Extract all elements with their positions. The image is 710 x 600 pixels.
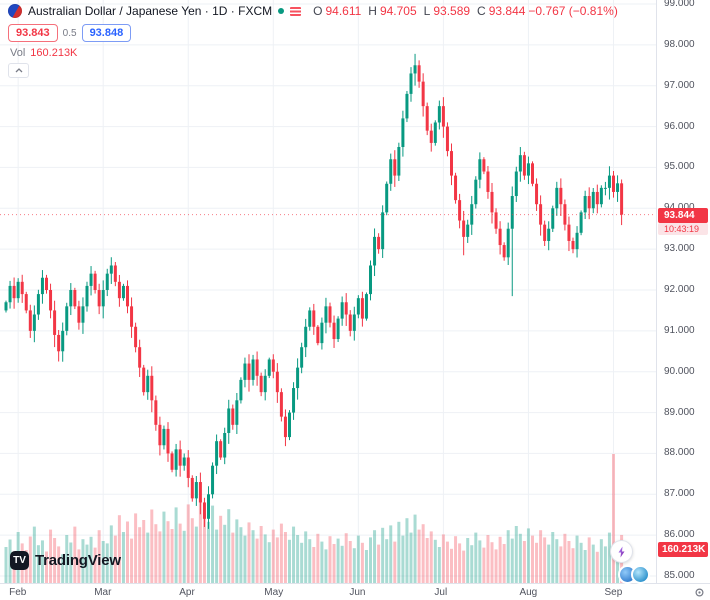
reactions-bubbles[interactable] [618,565,650,584]
high-label: H [368,4,377,18]
price-axis-label: 86.000 [664,529,695,541]
time-axis-label: Mar [94,587,112,598]
price-axis[interactable]: 93.844 10:43:19 160.213K 99.000 98.000 97.… [656,0,710,583]
last-price-badge: 93.844 [658,207,708,223]
price-axis-label: 95.000 [664,161,695,173]
price-axis-label: 97.000 [664,79,695,91]
low-label: L [423,4,431,18]
chevron-up-icon [15,68,22,73]
volume-axis-badge: 160.213K [658,542,708,557]
volume-legend: Vol 160.213K [10,47,77,59]
sell-button[interactable]: 93.843 [8,24,58,42]
spread-value: 0.5 [62,27,77,39]
volume-label: Vol [10,47,26,59]
market-status-dot-icon [278,8,285,14]
open-value: 94.611 [325,4,362,18]
symbol-legend: Australian Dollar / Japanese Yen · 1D · … [8,4,618,18]
tradingview-logo-mark-icon: TV [10,551,29,570]
time-axis-label: Apr [179,587,195,598]
tradingview-logo-text: TradingView [35,552,121,569]
price-axis-label: 96.000 [664,120,695,132]
symbol-title[interactable]: Australian Dollar / Japanese Yen · 1D · … [28,4,273,18]
price-axis-label: 99.000 [664,0,695,9]
reaction-bubble-icon [631,565,650,584]
time-axis-label: May [264,587,284,598]
price-axis-label: 91.000 [664,324,695,336]
price-axis-label: 98.000 [664,38,695,50]
time-axis[interactable]: Feb Mar Apr May Jun Jul Aug Sep [0,583,710,600]
ohlc-readout: O 94.611 H 94.705 L 93.589 C 93.844 −0.7… [309,4,618,18]
close-label: C [477,4,486,18]
legend-collapse-button[interactable] [8,63,29,78]
high-value: 94.705 [379,4,417,18]
low-value: 93.589 [433,4,471,18]
tradingview-logo[interactable]: TV TradingView [10,551,121,570]
symbol-pair-logo-icon [8,4,22,18]
time-axis-label: Sep [604,587,623,598]
data-feed-icon[interactable] [290,6,302,16]
time-axis-label: Jun [349,587,366,598]
volume-value: 160.213K [30,47,78,59]
price-axis-label: 93.000 [664,243,695,255]
time-axis-label: Jul [434,587,448,598]
time-axis-label: Feb [9,587,27,598]
axis-settings-icon[interactable] [694,587,705,598]
quick-actions-button[interactable] [610,540,633,563]
open-label: O [313,4,323,18]
price-axis-label: 90.000 [664,365,695,377]
buy-button[interactable]: 93.848 [81,24,132,42]
buy-sell-widget: 93.843 0.5 93.848 [8,24,132,42]
lightning-icon [618,546,624,557]
close-value: 93.844 [488,4,526,18]
price-axis-label: 87.000 [664,488,695,500]
price-axis-label: 92.000 [664,284,695,295]
change-value: −0.767 (−0.81%) [528,4,618,18]
price-axis-label: 85.000 [664,570,695,581]
bar-countdown-badge: 10:43:19 [658,222,708,235]
time-axis-label: Aug [519,587,538,598]
price-axis-label: 88.000 [664,447,695,459]
price-axis-label: 89.000 [664,406,695,418]
candlestick-plot[interactable] [0,0,656,583]
